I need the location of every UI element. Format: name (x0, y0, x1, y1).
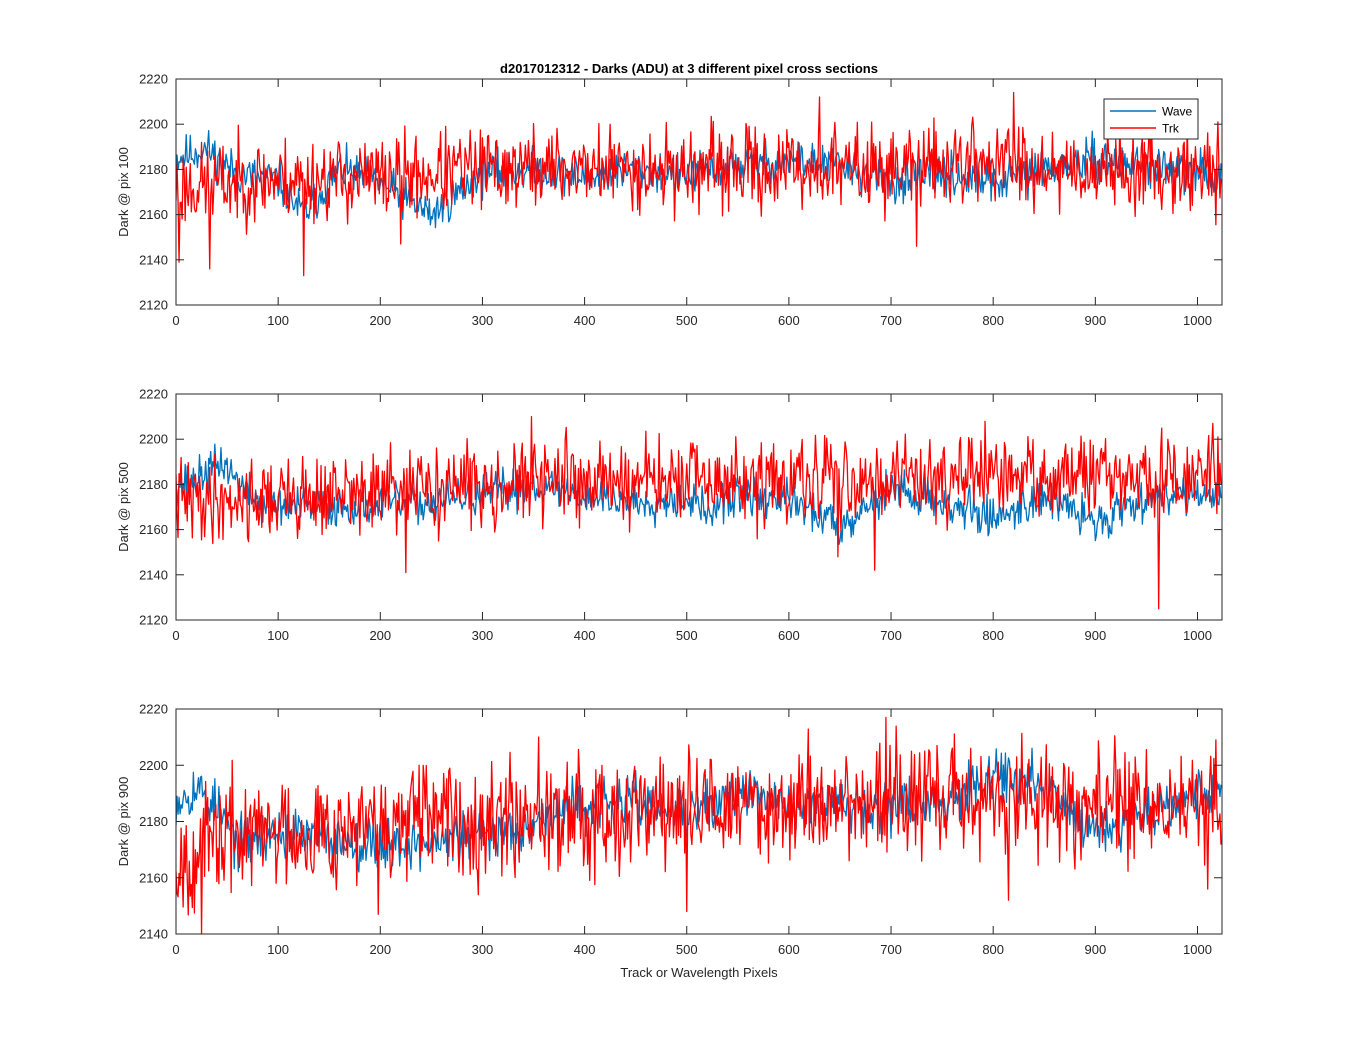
x-tick-label: 600 (778, 628, 800, 643)
y-tick-label: 2120 (139, 613, 168, 628)
series-group (176, 716, 1222, 934)
x-tick-label: 700 (880, 942, 902, 957)
panel-2: 0 100 200 300 400 500 600 700 800 900 1000 2120 2140… (116, 387, 1223, 643)
y-axis-label: Dark @ pix 900 (116, 777, 131, 867)
series-line-trk (176, 91, 1222, 277)
chart-title: d2017012312 - Darks (ADU) at 3 different… (500, 61, 878, 76)
x-tick-label: 0 (172, 313, 179, 328)
series-line-trk (176, 716, 1222, 934)
x-tick-label: 600 (778, 942, 800, 957)
x-tick-label: 800 (982, 942, 1004, 957)
y-axis-label: Dark @ pix 100 (116, 147, 131, 237)
x-tick-label: 1000 (1183, 628, 1212, 643)
y-tick-label: 2180 (139, 814, 168, 829)
x-tick-label: 400 (574, 628, 596, 643)
x-tick-label: 700 (880, 628, 902, 643)
y-tick-label: 2220 (139, 702, 168, 717)
x-tick-label: 100 (267, 628, 289, 643)
y-tick-label: 2200 (139, 117, 168, 132)
x-tick-label: 900 (1084, 942, 1106, 957)
x-tick-label: 300 (472, 313, 494, 328)
x-tick-label: 300 (472, 942, 494, 957)
legend-label-wave: Wave (1162, 105, 1193, 119)
y-tick-label: 2180 (139, 162, 168, 177)
legend-box (1103, 98, 1199, 140)
x-tick-label: 500 (676, 942, 698, 957)
x-tick-label: 900 (1084, 313, 1106, 328)
x-tick-label: 400 (574, 942, 596, 957)
x-tick-label: 300 (472, 628, 494, 643)
x-tick-label: 100 (267, 942, 289, 957)
x-tick-label: 800 (982, 628, 1004, 643)
y-tick-label: 2220 (139, 387, 168, 402)
legend: Wave Trk (1103, 98, 1199, 140)
y-tick-label: 2160 (139, 522, 168, 537)
y-tick-label: 2160 (139, 207, 168, 222)
x-tick-label: 0 (172, 942, 179, 957)
y-tick-label: 2180 (139, 477, 168, 492)
y-tick-label: 2140 (139, 567, 168, 582)
x-axis-label: Track or Wavelength Pixels (620, 965, 778, 980)
series-group (176, 91, 1222, 277)
y-tick-label: 2160 (139, 870, 168, 885)
x-tick-label: 600 (778, 313, 800, 328)
x-tick-label: 900 (1084, 628, 1106, 643)
axes-box (175, 393, 1223, 621)
legend-label-trk: Trk (1162, 122, 1180, 136)
y-tick-label: 2200 (139, 758, 168, 773)
x-tick-label: 500 (676, 313, 698, 328)
y-tick-label: 2120 (139, 298, 168, 313)
y-tick-label: 2220 (139, 72, 168, 87)
x-tick-label: 1000 (1183, 313, 1212, 328)
panel-3: 0 100 200 300 400 500 600 700 800 900 1000 2140 2160… (116, 702, 1223, 957)
axes-box (175, 78, 1223, 306)
y-axis-label: Dark @ pix 500 (116, 462, 131, 552)
y-tick-label: 2140 (139, 252, 168, 267)
x-tick-label: 100 (267, 313, 289, 328)
x-tick-label: 400 (574, 313, 596, 328)
series-group (176, 415, 1222, 610)
x-tick-label: 800 (982, 313, 1004, 328)
x-tick-label: 1000 (1183, 942, 1212, 957)
x-tick-label: 700 (880, 313, 902, 328)
x-tick-label: 200 (369, 942, 391, 957)
panel-1: 0 100 200 300 400 500 600 700 800 900 1000 2120 2140… (116, 72, 1223, 328)
y-tick-label: 2140 (139, 927, 168, 942)
x-tick-label: 0 (172, 628, 179, 643)
x-tick-label: 500 (676, 628, 698, 643)
panels: 0 100 200 300 400 500 600 700 800 900 100021202140… (116, 72, 1223, 957)
x-tick-label: 200 (369, 313, 391, 328)
y-tick-label: 2200 (139, 432, 168, 447)
x-tick-label: 200 (369, 628, 391, 643)
series-line-trk (176, 415, 1222, 610)
